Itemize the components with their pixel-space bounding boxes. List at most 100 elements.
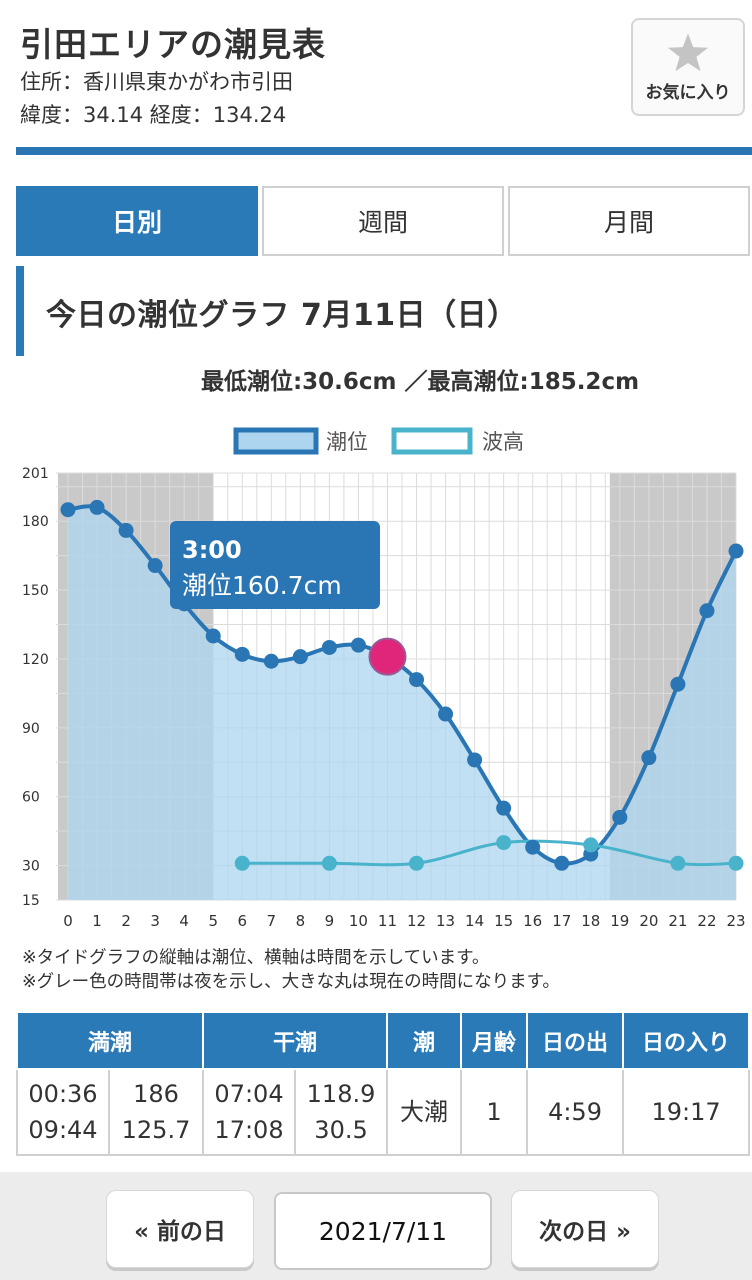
favorite-label: お気に入り — [645, 83, 731, 103]
x-tick-label: 23 — [726, 912, 745, 930]
x-tick-label: 7 — [267, 912, 277, 930]
tide-point — [699, 603, 715, 619]
header-sunset: 日の入り — [622, 1013, 751, 1070]
wave-point — [728, 855, 744, 871]
legend-swatch-tide — [233, 427, 319, 455]
wave-point — [583, 837, 599, 853]
tide-point — [292, 649, 308, 665]
y-tick-label: 30 — [22, 859, 40, 875]
x-tick-label: 5 — [208, 912, 218, 930]
tide-point — [670, 676, 686, 692]
tide-point — [263, 653, 279, 669]
low-tide-time-2: 17:08 — [214, 1116, 284, 1144]
x-tick-label: 1 — [92, 912, 102, 930]
sunset-value: 19:17 — [622, 1068, 751, 1156]
moon-age-value: 1 — [460, 1068, 529, 1156]
x-tick-label: 9 — [325, 912, 335, 930]
x-tick-label: 10 — [349, 912, 368, 930]
x-tick-label: 15 — [494, 912, 513, 930]
low-tide-times: 07:04 17:08 — [202, 1068, 297, 1156]
high-tide-level-1: 186 — [133, 1080, 179, 1108]
x-tick-label: 0 — [63, 912, 73, 930]
graph-section-header: 今日の潮位グラフ 7月11日（日） — [16, 266, 746, 356]
tide-info-table: 満潮 干潮 潮 月齢 日の出 日の入り 00:36 09:44 186 125.… — [15, 1013, 751, 1156]
section-accent-bar — [16, 266, 24, 356]
tide-point — [234, 646, 250, 662]
tooltip-label: 潮位160.7cm — [182, 571, 342, 600]
tab-weekly[interactable]: 週間 — [262, 186, 504, 256]
next-day-button[interactable]: 次の日 » — [511, 1190, 659, 1268]
sunrise-value: 4:59 — [526, 1068, 625, 1156]
x-tick-label: 16 — [523, 912, 542, 930]
header-moon-age: 月齢 — [460, 1013, 529, 1070]
legend-swatch-wave — [391, 427, 473, 455]
tide-chart[interactable]: 15 30 60 90 120 150 180 201 0 1 2 3 4 5 6 7 8 9 10 11 12 13 14… — [0, 415, 752, 945]
legend-label-tide: 潮位 — [326, 430, 368, 454]
header-divider — [16, 147, 752, 155]
x-tick-label: 21 — [668, 912, 687, 930]
legend-label-wave: 波高 — [482, 430, 524, 454]
page-header: 引田エリアの潮見表 住所：香川県東かがわ市引田 緯度：34.14 経度：134.… — [0, 0, 752, 155]
x-tick-label: 14 — [465, 912, 484, 930]
address-text: 住所：香川県東かがわ市引田 — [20, 70, 293, 94]
y-tick-label: 201 — [22, 466, 49, 482]
star-icon — [667, 33, 709, 72]
tide-point — [118, 522, 134, 538]
coordinates-text: 緯度：34.14 経度：134.24 — [20, 103, 287, 127]
y-tick-label: 90 — [22, 721, 40, 737]
header-high-tide: 満潮 — [15, 1013, 205, 1070]
header-low-tide: 干潮 — [202, 1013, 389, 1070]
min-max-tide-text: 最低潮位:30.6cm ／最高潮位:185.2cm — [200, 369, 640, 395]
x-tick-label: 19 — [610, 912, 629, 930]
x-tick-label: 11 — [378, 912, 397, 930]
y-tick-label: 120 — [22, 652, 49, 668]
x-tick-label: 17 — [552, 912, 571, 930]
date-input[interactable]: 2021/7/11 — [274, 1192, 492, 1270]
x-tick-label: 13 — [436, 912, 455, 930]
tide-point — [205, 628, 221, 644]
page-title: 引田エリアの潮見表 — [20, 25, 326, 64]
y-tick-label: 60 — [22, 790, 40, 806]
tide-point — [60, 502, 76, 518]
low-tide-time-1: 07:04 — [214, 1080, 284, 1108]
x-tick-label: 22 — [697, 912, 716, 930]
low-tide-levels: 118.9 30.5 — [294, 1068, 389, 1156]
favorite-button[interactable]: お気に入り — [631, 18, 745, 116]
current-time-marker — [368, 637, 407, 676]
tab-monthly[interactable]: 月間 — [508, 186, 750, 256]
tide-point — [467, 752, 483, 768]
low-tide-level-2: 30.5 — [314, 1116, 368, 1144]
tide-point — [89, 499, 105, 515]
tide-point — [350, 637, 366, 653]
tide-point — [612, 809, 628, 825]
low-tide-level-1: 118.9 — [306, 1080, 376, 1108]
tide-area — [68, 506, 736, 900]
tooltip-time: 3:00 — [182, 536, 242, 564]
tooltip-box — [170, 521, 380, 609]
x-tick-label: 20 — [639, 912, 658, 930]
x-tick-label: 8 — [296, 912, 306, 930]
header-tide-type: 潮 — [386, 1013, 463, 1070]
period-tabs: 日別 週間 月間 — [16, 186, 750, 256]
wave-point — [321, 855, 337, 871]
wave-point — [234, 855, 250, 871]
prev-day-button[interactable]: « 前の日 — [106, 1190, 254, 1268]
high-tide-levels: 186 125.7 — [107, 1068, 205, 1156]
tide-point — [554, 855, 570, 871]
x-tick-label: 4 — [179, 912, 189, 930]
high-tide-time-2: 09:44 — [28, 1116, 98, 1144]
chart-note-axis: ※タイドグラフの縦軸は潮位、横軸は時間を示しています。 — [22, 948, 490, 968]
wave-point — [496, 835, 512, 851]
tide-point — [321, 639, 337, 655]
tide-point — [409, 672, 425, 688]
tide-point — [147, 558, 163, 574]
x-tick-label: 18 — [581, 912, 600, 930]
chart-note-night: ※グレー色の時間帯は夜を示し、大きな丸は現在の時間になります。 — [22, 972, 560, 992]
graph-section-title: 今日の潮位グラフ 7月11日（日） — [46, 298, 518, 333]
y-tick-label: 180 — [22, 514, 49, 530]
high-tide-level-2: 125.7 — [121, 1116, 191, 1144]
tide-point — [438, 706, 454, 722]
tide-point — [525, 839, 541, 855]
tab-daily[interactable]: 日別 — [16, 186, 258, 256]
